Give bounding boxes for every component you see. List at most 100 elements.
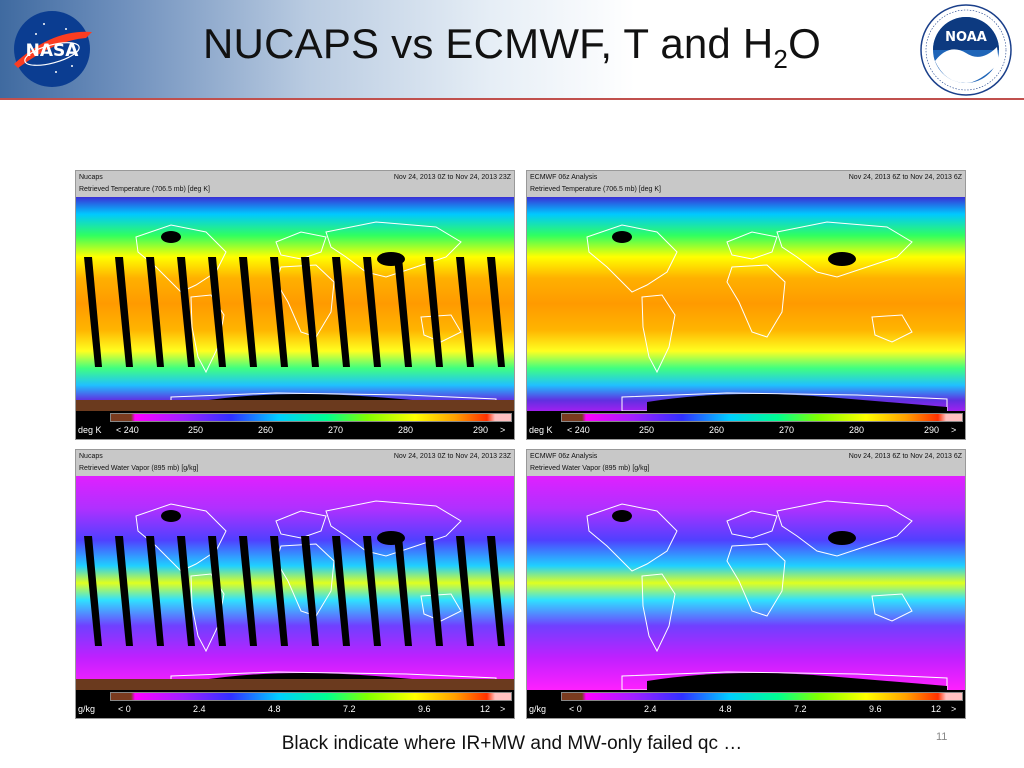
colorbar-tick: 2.4 (644, 704, 657, 714)
polar-fill (76, 400, 514, 411)
noaa-logo-text: NOAA (945, 30, 987, 45)
orbit-gap-swath (394, 536, 412, 646)
panel-field: Retrieved Water Vapor (895 mb) [g/kg] (79, 465, 199, 472)
orbit-gap-swath (177, 257, 195, 367)
colorbar-tick: 260 (258, 425, 274, 435)
colorbar-tick: 270 (779, 425, 795, 435)
orbit-gap-swath (146, 257, 164, 367)
colorbar: g/kg < 0 2.4 4.8 7.2 9.6 12 > (527, 690, 965, 718)
colorbar-tick: 270 (328, 425, 344, 435)
orbit-gap-swath (270, 536, 288, 646)
panel-nucaps-temperature: Nucaps Nov 24, 2013 0Z to Nov 24, 2013 23… (75, 170, 515, 440)
greenland-mask (161, 510, 181, 522)
colorbar-tick: < 240 (116, 425, 139, 435)
continent-outline (871, 314, 913, 343)
continent-outline (776, 500, 913, 557)
greenland-mask (161, 231, 181, 243)
continent-outline (325, 221, 462, 278)
map-field-background (76, 197, 514, 411)
antarctica-mask (647, 393, 947, 411)
orbit-gap-swath (177, 536, 195, 646)
colorbar-tick: > (951, 704, 957, 714)
colorbar-tick: 280 (398, 425, 414, 435)
slide-title: NUCAPS vs ECMWF, T and H2O (0, 20, 1024, 75)
temperature-map-image (527, 197, 965, 411)
colorbar-tick: 9.6 (418, 704, 431, 714)
orbit-gap-swath (363, 536, 381, 646)
continent-outline (325, 500, 462, 557)
panel-source: Nucaps (79, 453, 103, 460)
continent-outline (641, 573, 676, 653)
tibet-mask (828, 531, 856, 545)
greenland-mask (612, 231, 632, 243)
title-end: O (788, 20, 821, 67)
orbit-gap-swath (208, 536, 226, 646)
colorbar-gradient (110, 413, 512, 422)
panel-ecmwf-temperature: ECMWF 06z Analysis Nov 24, 2013 6Z to Nov… (526, 170, 966, 440)
orbit-gap-swath (487, 257, 505, 367)
continent-outline (641, 294, 676, 374)
orbit-gap-swath (425, 257, 443, 367)
orbit-gap-swath (487, 536, 505, 646)
header-rule (0, 98, 1024, 100)
colorbar-tick: < 0 (569, 704, 582, 714)
orbit-gap-swath (456, 536, 474, 646)
colorbar-tick: 260 (709, 425, 725, 435)
colorbar-unit: g/kg (78, 704, 96, 714)
orbit-gap-swath (332, 257, 350, 367)
colorbar-tick: > (951, 425, 957, 435)
orbit-gap-swath (115, 257, 133, 367)
continent-outline (726, 543, 786, 617)
orbit-gap-swath (363, 257, 381, 367)
orbit-gap-swath (208, 257, 226, 367)
colorbar-tick: > (500, 704, 506, 714)
orbit-gap-swath (146, 536, 164, 646)
continent-outline (586, 503, 678, 572)
continent-outline (621, 392, 948, 411)
panel-source: ECMWF 06z Analysis (530, 174, 598, 181)
slide-caption: Black indicate where IR+MW and MW-only f… (281, 733, 743, 754)
water-vapor-map-image (527, 476, 965, 690)
panel-header: Nucaps Nov 24, 2013 0Z to Nov 24, 2013 23… (76, 171, 514, 197)
map-field-background (76, 476, 514, 690)
colorbar-gradient (561, 413, 963, 422)
continent-outline (275, 510, 327, 539)
panel-source: ECMWF 06z Analysis (530, 453, 598, 460)
colorbar-tick: 12 (931, 704, 942, 714)
continent-outline (726, 264, 786, 338)
panel-header: ECMWF 06z Analysis Nov 24, 2013 6Z to Nov… (527, 171, 965, 197)
continent-outline (776, 221, 913, 278)
colorbar-gradient (561, 692, 963, 701)
orbit-gap-swath (456, 257, 474, 367)
panel-header: ECMWF 06z Analysis Nov 24, 2013 6Z to Nov… (527, 450, 965, 476)
colorbar-tick: 9.6 (869, 704, 882, 714)
panel-header: Nucaps Nov 24, 2013 0Z to Nov 24, 2013 23… (76, 450, 514, 476)
orbit-gap-swath (332, 536, 350, 646)
title-subscript: 2 (773, 44, 789, 74)
continent-outline (586, 224, 678, 293)
colorbar-unit: deg K (529, 425, 553, 435)
colorbar-unit: g/kg (529, 704, 547, 714)
tibet-mask (828, 252, 856, 266)
panel-field: Retrieved Temperature (706.5 mb) [deg K] (79, 186, 210, 193)
orbit-gap-swath (394, 257, 412, 367)
continent-outline (170, 671, 497, 690)
colorbar-tick: > (500, 425, 506, 435)
panel-time: Nov 24, 2013 0Z to Nov 24, 2013 23Z (393, 453, 511, 460)
colorbar-gradient (110, 692, 512, 701)
orbit-gap-swath (425, 536, 443, 646)
map-field-background (527, 197, 965, 411)
panel-nucaps-water-vapor: Nucaps Nov 24, 2013 0Z to Nov 24, 2013 23… (75, 449, 515, 719)
panel-field: Retrieved Temperature (706.5 mb) [deg K] (530, 186, 661, 193)
orbit-gap-swath (301, 257, 319, 367)
temperature-map-image (76, 197, 514, 411)
nasa-logo: NASA (14, 11, 92, 87)
page-number: 11 (936, 731, 948, 743)
continent-outline (420, 593, 462, 622)
colorbar: g/kg < 0 2.4 4.8 7.2 9.6 12 > (76, 690, 514, 718)
colorbar-tick: 7.2 (794, 704, 807, 714)
continent-outline (871, 593, 913, 622)
colorbar-tick: 7.2 (343, 704, 356, 714)
orbit-gap-swath (84, 536, 102, 646)
colorbar-tick: 2.4 (193, 704, 206, 714)
